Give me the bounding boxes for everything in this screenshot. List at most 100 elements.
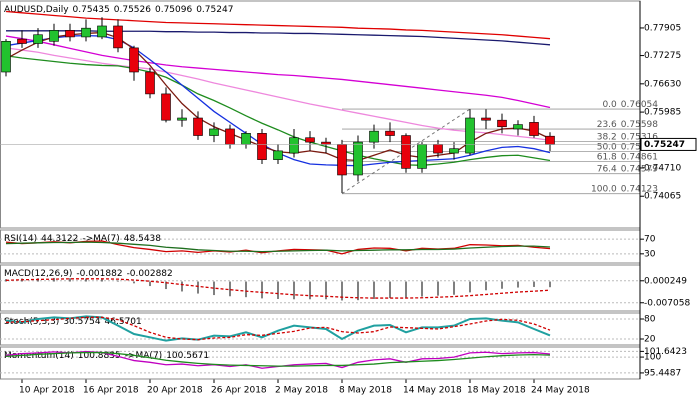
fib-level-label: 61.8 bbox=[597, 152, 617, 162]
last-price-label: 0.75247 bbox=[644, 140, 685, 150]
candle-body bbox=[145, 71, 155, 95]
candle-body bbox=[465, 117, 475, 154]
candle-body bbox=[497, 119, 507, 128]
header-item: ->MA(7) bbox=[125, 351, 162, 361]
panel-header: Momentum(14) 100.8835 ->MA(7) 100.5671 bbox=[4, 351, 209, 361]
x-tick-label: 14 May 2018 bbox=[403, 386, 462, 396]
header-item: Momentum(14) bbox=[4, 351, 74, 361]
x-tick-label: 16 Apr 2018 bbox=[83, 386, 139, 396]
candle-body bbox=[529, 122, 539, 136]
y-tick-label: 101.6423 bbox=[644, 347, 687, 357]
candle-body bbox=[449, 148, 459, 154]
y-tick-label: 0.74065 bbox=[644, 192, 681, 202]
series-line bbox=[6, 30, 551, 46]
header-item: 0.75096 bbox=[155, 5, 192, 15]
candle-body bbox=[97, 25, 107, 38]
candle-body bbox=[65, 30, 75, 38]
candle-body bbox=[289, 137, 299, 154]
candle-body bbox=[161, 93, 171, 121]
candle-body bbox=[209, 128, 219, 136]
candle-body bbox=[433, 143, 443, 154]
header-item: 100.5671 bbox=[166, 351, 209, 361]
fib-level-label: 23.6 bbox=[597, 120, 617, 130]
candle-body bbox=[113, 25, 123, 49]
candle-body bbox=[49, 30, 59, 42]
candle-body bbox=[481, 117, 491, 121]
candle-body bbox=[1, 41, 11, 73]
x-tick-label: 2 May 2018 bbox=[275, 386, 328, 396]
fib-level-label: 100.0 bbox=[591, 184, 617, 194]
candle-body bbox=[353, 141, 363, 176]
y-tick-label: 95.4487 bbox=[644, 368, 681, 378]
candle-body bbox=[417, 143, 427, 169]
header-item: 48.5438 bbox=[124, 234, 161, 244]
series-line bbox=[5, 47, 551, 141]
candle-body bbox=[177, 117, 187, 121]
candle-body bbox=[273, 150, 283, 160]
x-tick-label: 24 May 2018 bbox=[531, 386, 590, 396]
y-tick-label: 20 bbox=[644, 335, 656, 345]
header-item: 100.8835 bbox=[78, 351, 121, 361]
series-line bbox=[5, 10, 551, 40]
x-tick-label: 26 Apr 2018 bbox=[211, 386, 267, 396]
fib-trend bbox=[341, 108, 471, 195]
header-item: 0.75247 bbox=[196, 5, 233, 15]
candle-body bbox=[321, 141, 331, 145]
fib-label: 100.0 0.74123 bbox=[591, 184, 658, 194]
candle-body bbox=[129, 47, 139, 73]
x-tick-label: 18 May 2018 bbox=[467, 386, 526, 396]
y-tick-label: 70 bbox=[644, 235, 656, 245]
candle-body bbox=[545, 135, 555, 145]
header-item: 0.75526 bbox=[114, 5, 151, 15]
candle-body bbox=[257, 133, 267, 160]
series-line bbox=[5, 55, 551, 166]
header-item: ->MA(7) bbox=[82, 234, 119, 244]
fib-price: 0.74123 bbox=[621, 184, 658, 194]
fib-label: 23.6 0.75598 bbox=[597, 120, 659, 130]
y-tick-label: 0.000249 bbox=[644, 276, 687, 286]
series-line bbox=[5, 316, 551, 341]
candle-body bbox=[337, 143, 347, 176]
header-item: -0.001882 bbox=[76, 269, 122, 279]
header-item: RSI(14) bbox=[4, 234, 37, 244]
x-tick-label: 10 Apr 2018 bbox=[19, 386, 75, 396]
fib-label: 61.8 0.74861 bbox=[597, 152, 658, 162]
fib-level-label: 38.2 bbox=[597, 132, 617, 142]
candle-body bbox=[225, 128, 235, 145]
fib-level-label: 76.4 bbox=[597, 164, 617, 174]
fib-price: 0.74861 bbox=[621, 152, 658, 162]
panel-header: RSI(14) 44.3122 ->MA(7) 48.5438 bbox=[4, 234, 161, 244]
candle-body bbox=[241, 133, 251, 145]
header-item: MACD(12,26,9) bbox=[4, 269, 72, 279]
header-item: 44.3122 bbox=[41, 234, 78, 244]
candle-body bbox=[81, 27, 91, 38]
y-tick-label: 0.75985 bbox=[644, 108, 681, 118]
y-tick-label: 0.76630 bbox=[644, 79, 681, 89]
candle-body bbox=[305, 137, 315, 143]
last-price-box bbox=[640, 137, 697, 151]
fib-label: 76.4 0.74579 bbox=[597, 164, 659, 174]
header-item: AUDUSD,Daily bbox=[4, 5, 69, 15]
header-item: 0.75435 bbox=[73, 5, 110, 15]
y-tick-label: 30 bbox=[644, 249, 656, 259]
x-tick-label: 20 Apr 2018 bbox=[147, 386, 203, 396]
candle-body bbox=[369, 130, 379, 143]
fib-level-label: 0.0 bbox=[602, 100, 617, 110]
candle-body bbox=[193, 117, 203, 136]
series-line bbox=[5, 241, 551, 253]
y-tick-label: 0.74710 bbox=[644, 163, 681, 173]
y-tick-label: -0.007058 bbox=[644, 298, 690, 308]
header-item: 30.5754 bbox=[63, 317, 100, 327]
series-line bbox=[5, 351, 551, 367]
series-line bbox=[5, 35, 551, 109]
candle-body bbox=[401, 135, 411, 169]
y-tick-label: 0.77905 bbox=[644, 23, 681, 33]
candle-body bbox=[17, 38, 27, 44]
candle-body bbox=[385, 130, 395, 136]
panel-header: AUDUSD,Daily 0.75435 0.75526 0.75096 0.75247 bbox=[4, 5, 233, 15]
y-tick-label: 100 bbox=[644, 353, 661, 363]
panel-header: MACD(12,26,9) -0.001882 -0.002882 bbox=[4, 269, 173, 279]
x-tick-label: 8 May 2018 bbox=[339, 386, 392, 396]
